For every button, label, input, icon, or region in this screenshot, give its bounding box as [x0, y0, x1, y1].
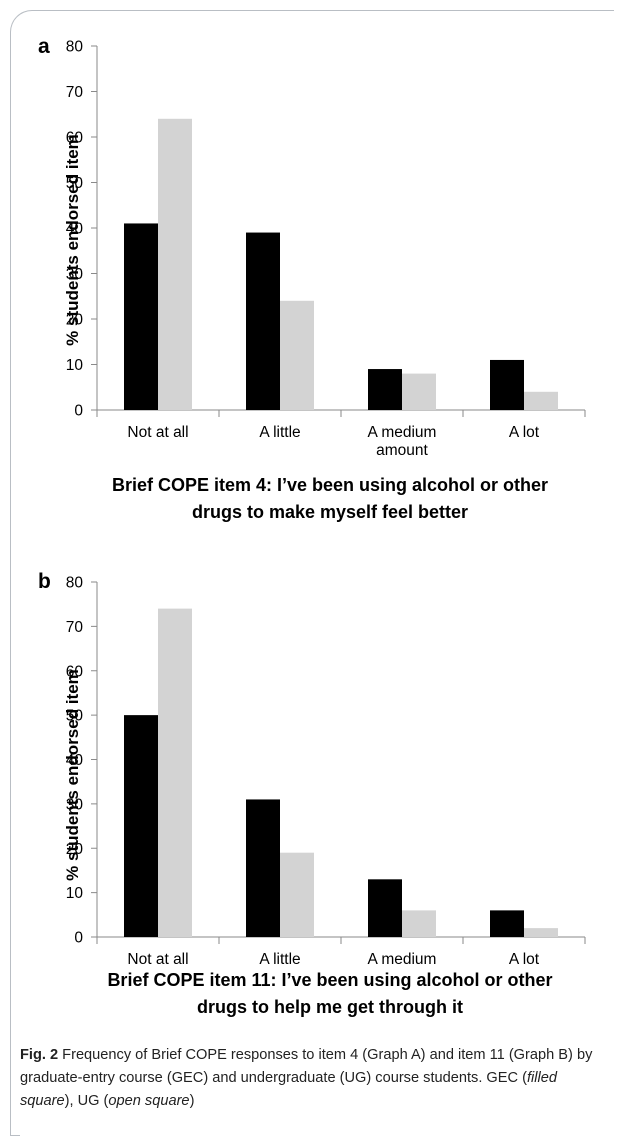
- y-tick-label: 50: [66, 175, 84, 192]
- chart-title-line-2: drugs to make myself feel better: [191, 502, 469, 522]
- y-tick-label: 30: [66, 796, 84, 813]
- x-tick-label: A little: [259, 424, 300, 441]
- caption-ug-marker: open square: [108, 1093, 190, 1109]
- bar-ug: [158, 118, 192, 411]
- figure-frame-bottom: [10, 1135, 20, 1136]
- x-tick-label: A little: [259, 951, 300, 965]
- caption-text-2: ), UG (: [64, 1093, 109, 1109]
- y-tick-label: 80: [66, 575, 84, 592]
- caption-text-3: ): [189, 1093, 195, 1109]
- bar-gec: [490, 359, 524, 410]
- bar-ug: [280, 852, 314, 937]
- caption-gec-marker: filled square: [20, 1070, 557, 1109]
- figure-frame: [10, 10, 614, 1136]
- x-tick-label: Not at all: [127, 424, 188, 441]
- y-tick-label: 70: [66, 84, 84, 101]
- panel-label: a: [38, 35, 50, 58]
- chart-title: Brief COPE item 4: I’ve been using alcoh…: [60, 472, 600, 526]
- bar-ug: [402, 373, 436, 410]
- y-tick-label: 80: [66, 39, 84, 56]
- chart-title-line-1: Brief COPE item 4: I’ve been using alcoh…: [111, 475, 549, 495]
- bar-chart-b: 0 10 20 30 40 50 60 70 80 Not at all A little A med…: [66, 575, 586, 965]
- y-tick-label: 50: [66, 708, 84, 725]
- y-tick-label: 40: [66, 221, 84, 238]
- y-tick-label: 70: [66, 619, 84, 636]
- chart-title-line-1: Brief COPE item 11: I’ve been using alco…: [107, 970, 553, 990]
- y-tick-label: 10: [66, 885, 84, 902]
- bar-gec: [246, 232, 280, 410]
- bar-chart-a: 0 10 20 30 40 50 60 70 80 Not at all A little A med…: [66, 39, 586, 459]
- bar-ug: [524, 391, 558, 410]
- x-tick-label: amount: [376, 442, 428, 459]
- caption-label: Fig. 2: [20, 1047, 59, 1063]
- bar-gec: [124, 715, 158, 937]
- bar-ug: [524, 928, 558, 937]
- y-tick-label: 60: [66, 130, 84, 147]
- bar-gec: [124, 223, 158, 410]
- x-tick-label: A medium: [368, 424, 437, 441]
- y-tick-label: 40: [66, 752, 84, 769]
- bar-ug: [158, 608, 192, 937]
- chart-panel-b: b % students endorsed item 0 10 20 30 40 50 60…: [0, 535, 621, 1095]
- x-tick-label: A medium: [368, 951, 437, 965]
- y-tick-label: 20: [66, 312, 84, 329]
- chart-panel-a: a % students endorsed item 0 10 20 30 40 50 60…: [0, 0, 621, 560]
- bar-gec: [490, 910, 524, 937]
- y-tick-label: 0: [74, 930, 83, 947]
- bar-gec: [246, 799, 280, 937]
- x-tick-label: A lot: [509, 951, 540, 965]
- y-tick-label: 30: [66, 266, 84, 283]
- panel-label: b: [38, 570, 51, 593]
- y-tick-label: 0: [74, 403, 83, 420]
- bar-ug: [402, 910, 436, 937]
- x-tick-label: A lot: [509, 424, 540, 441]
- x-tick-label: Not at all: [127, 951, 188, 965]
- caption-text-1: Frequency of Brief COPE responses to ite…: [20, 1047, 593, 1086]
- bar-gec: [368, 879, 402, 937]
- y-tick-label: 20: [66, 841, 84, 858]
- chart-title-line-2: drugs to help me get through it: [197, 997, 463, 1017]
- bar-ug: [280, 300, 314, 410]
- figure-caption: Fig. 2 Frequency of Brief COPE responses…: [20, 1044, 612, 1113]
- chart-title: Brief COPE item 11: I’ve been using alco…: [60, 967, 600, 1021]
- y-tick-label: 60: [66, 663, 84, 680]
- y-tick-label: 10: [66, 357, 84, 374]
- bar-gec: [368, 369, 402, 410]
